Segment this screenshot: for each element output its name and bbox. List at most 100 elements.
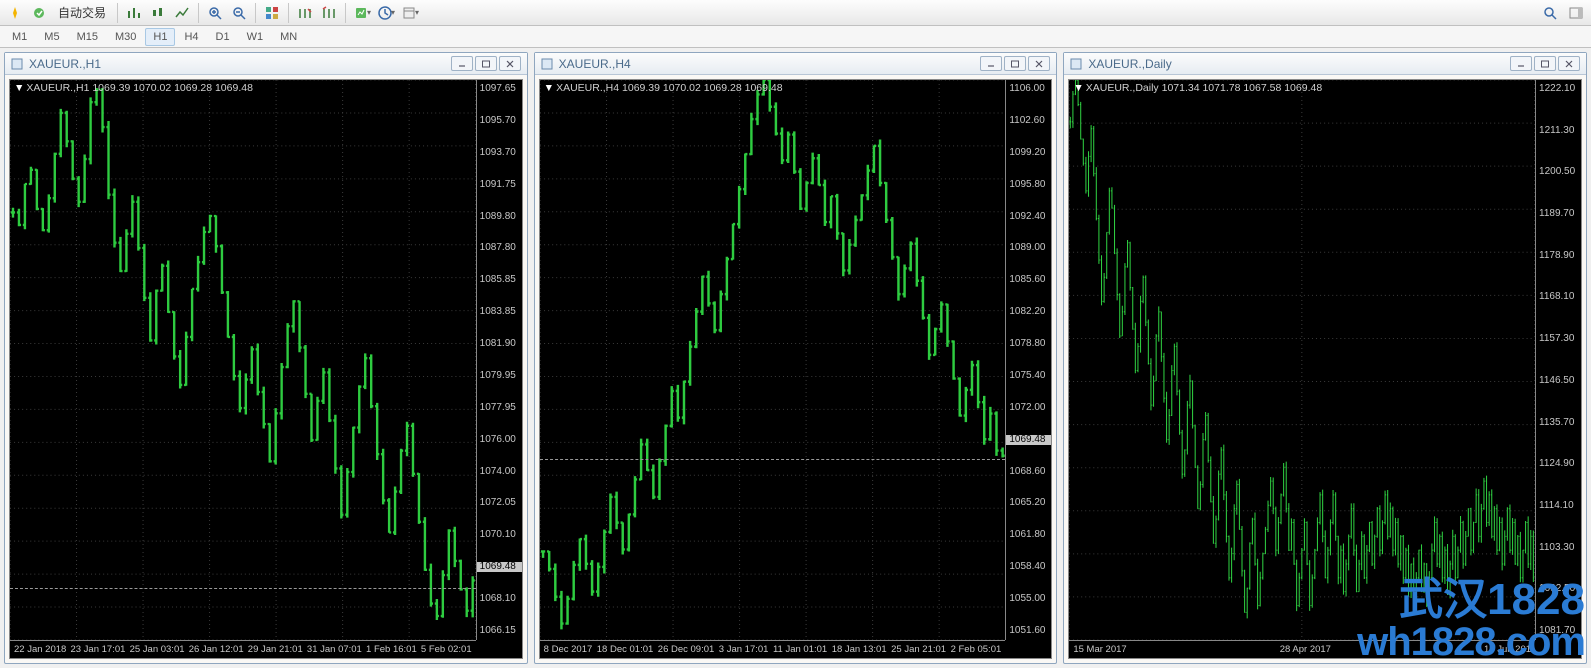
x-tick: 26 Jan 12:01 [189, 644, 244, 655]
y-tick: 1085.60 [1006, 275, 1051, 285]
timeframe-m15[interactable]: M15 [69, 28, 106, 46]
zoom-out-icon[interactable] [228, 2, 250, 24]
timeframe-m5[interactable]: M5 [36, 28, 67, 46]
x-tick: 31 Jan 07:01 [307, 644, 362, 655]
minimize-button[interactable] [980, 56, 1002, 71]
y-tick: 1106.00 [1006, 84, 1051, 94]
chart-panel-1: XAUEUR.,H4 ▼XAUEUR.,H4 1069.39 1070.02 10… [534, 52, 1058, 664]
y-tick: 1089.80 [477, 212, 522, 222]
template-icon[interactable]: ▾ [399, 2, 421, 24]
chart-area[interactable]: ▼XAUEUR.,H1 1069.39 1070.02 1069.28 1069… [9, 79, 523, 659]
panel-title-text: XAUEUR.,H4 [559, 57, 631, 71]
y-tick: 1081.70 [1536, 626, 1581, 636]
x-axis: 22 Jan 201823 Jan 17:0125 Jan 03:0126 Ja… [10, 640, 476, 658]
scroll-icon[interactable] [318, 2, 340, 24]
expert-icon[interactable] [4, 2, 26, 24]
auto-trade-button[interactable]: 自动交易 [52, 2, 112, 24]
minimize-button[interactable] [1510, 56, 1532, 71]
ohlc-label: ▼XAUEUR.,H4 1069.39 1070.02 1069.28 1069… [544, 82, 783, 94]
period-icon[interactable]: ▾ [375, 2, 397, 24]
chart-area[interactable]: ▼XAUEUR.,Daily 1071.34 1071.78 1067.58 1… [1068, 79, 1582, 659]
ohlc-label: ▼XAUEUR.,Daily 1071.34 1071.78 1067.58 1… [1073, 82, 1322, 94]
x-tick: 11 Jan 01:01 [773, 644, 827, 655]
x-tick: 29 Jan 21:01 [248, 644, 303, 655]
y-tick: 1092.40 [1006, 212, 1051, 222]
y-tick: 1114.10 [1536, 501, 1581, 511]
x-tick: 23 Jan 17:01 [70, 644, 125, 655]
y-tick: 1102.60 [1006, 116, 1051, 126]
x-tick: 26 Dec 09:01 [658, 644, 715, 655]
close-button[interactable] [1028, 56, 1050, 71]
y-tick: 1085.85 [477, 275, 522, 285]
x-tick: 2 Feb 05:01 [951, 644, 1002, 655]
candle-chart-icon[interactable] [147, 2, 169, 24]
y-tick: 1099.20 [1006, 148, 1051, 158]
timeframe-h4[interactable]: H4 [176, 28, 206, 46]
y-tick: 1211.30 [1536, 126, 1581, 136]
y-tick: 1072.05 [477, 498, 522, 508]
y-tick: 1097.65 [477, 84, 522, 94]
panel-titlebar[interactable]: XAUEUR.,H4 [535, 53, 1057, 75]
line-chart-icon[interactable] [171, 2, 193, 24]
y-tick: 1081.90 [477, 339, 522, 349]
maximize-button[interactable] [1534, 56, 1556, 71]
y-tick: 1189.70 [1536, 209, 1581, 219]
y-tick: 1087.80 [477, 243, 522, 253]
x-tick: 8 Dec 2017 [544, 644, 593, 655]
panel-titlebar[interactable]: XAUEUR.,Daily [1064, 53, 1586, 75]
x-tick: 1 Feb 16:01 [366, 644, 417, 655]
y-tick: 1157.30 [1536, 334, 1581, 344]
y-axis: 1222.101211.301200.501189.701178.901168.… [1535, 80, 1581, 640]
y-tick: 1066.15 [477, 626, 522, 636]
minimize-button[interactable] [451, 56, 473, 71]
timeframe-h1[interactable]: H1 [145, 28, 175, 46]
maximize-button[interactable] [475, 56, 497, 71]
x-tick: 13 Jun 201 [1484, 644, 1531, 655]
y-tick: 1091.75 [477, 180, 522, 190]
panel-toggle-icon[interactable] [1565, 2, 1587, 24]
bar-chart-icon[interactable] [123, 2, 145, 24]
current-price-line [540, 459, 1006, 460]
panel-titlebar[interactable]: XAUEUR.,H1 [5, 53, 527, 75]
zoom-in-icon[interactable] [204, 2, 226, 24]
tile-windows-icon[interactable] [261, 2, 283, 24]
y-tick: 1070.10 [477, 530, 522, 540]
timeframe-w1[interactable]: W1 [239, 28, 272, 46]
x-tick: 25 Jan 21:01 [891, 644, 946, 655]
y-tick: 1068.60 [1006, 467, 1051, 477]
chart-area[interactable]: ▼XAUEUR.,H4 1069.39 1070.02 1069.28 1069… [539, 79, 1053, 659]
indicator-icon[interactable]: ▾ [351, 2, 373, 24]
x-tick: 15 Mar 2017 [1073, 644, 1126, 655]
y-axis: 1106.001102.601099.201095.801092.401089.… [1005, 80, 1051, 640]
search-icon[interactable] [1539, 2, 1561, 24]
y-tick: 1076.00 [477, 435, 522, 445]
timeframe-m30[interactable]: M30 [107, 28, 144, 46]
y-tick: 1103.30 [1536, 543, 1581, 553]
x-axis: 15 Mar 2017 28 Apr 2017 13 Jun 201 [1069, 640, 1535, 658]
x-tick: 3 Jan 17:01 [719, 644, 769, 655]
y-tick: 1058.40 [1006, 562, 1051, 572]
auto-trade-icon[interactable] [28, 2, 50, 24]
y-tick: 1065.20 [1006, 498, 1051, 508]
x-tick: 28 Apr 2017 [1280, 644, 1331, 655]
y-tick: 1069.48 [477, 562, 522, 572]
close-button[interactable] [499, 56, 521, 71]
ohlc-label: ▼XAUEUR.,H1 1069.39 1070.02 1069.28 1069… [14, 82, 253, 94]
close-button[interactable] [1558, 56, 1580, 71]
current-price-line [10, 588, 476, 589]
timeframe-m1[interactable]: M1 [4, 28, 35, 46]
chart-panel-0: XAUEUR.,H1 ▼XAUEUR.,H1 1069.39 1070.02 10… [4, 52, 528, 664]
y-tick: 1092.50 [1536, 584, 1581, 594]
chart-panel-2: XAUEUR.,Daily ▼XAUEUR.,Daily 1071.34 1071… [1063, 52, 1587, 664]
maximize-button[interactable] [1004, 56, 1026, 71]
shift-icon[interactable] [294, 2, 316, 24]
y-tick: 1082.20 [1006, 307, 1051, 317]
timeframe-d1[interactable]: D1 [208, 28, 238, 46]
x-tick: 18 Jan 13:01 [832, 644, 887, 655]
y-tick: 1072.00 [1006, 403, 1051, 413]
y-tick: 1200.50 [1536, 167, 1581, 177]
y-axis: 1097.651095.701093.701091.751089.801087.… [476, 80, 522, 640]
y-tick: 1222.10 [1536, 84, 1581, 94]
timeframe-mn[interactable]: MN [272, 28, 305, 46]
y-tick: 1124.90 [1536, 459, 1581, 469]
